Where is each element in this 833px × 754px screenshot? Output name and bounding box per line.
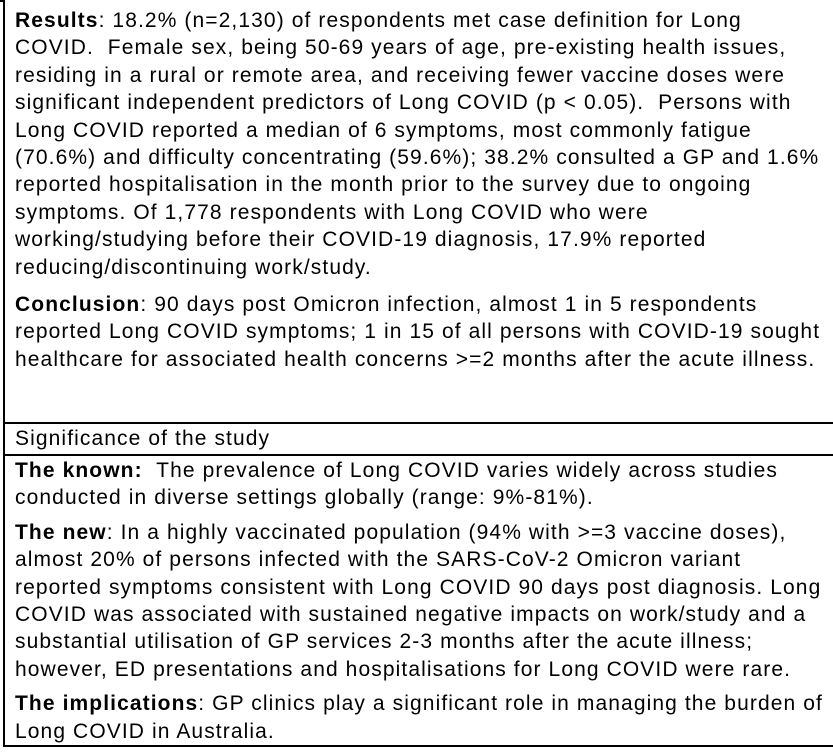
text-line: (70.6%) and difficulty concentrating (59… [15,146,820,170]
paragraph: The implications: GP clinics play a sign… [15,690,831,745]
text-line: The new: In a highly vaccinated populati… [15,520,787,544]
text-line: conducted in diverse settings globally (… [15,486,594,510]
text-line: Conclusion: 90 days post Omicron infecti… [15,293,758,317]
text-line: residing in a rural or remote area, and … [15,63,786,87]
text-line: Long COVID in Australia. [15,719,275,743]
text-line: working/studying before their COVID-19 d… [15,228,707,252]
paragraph: Conclusion: 90 days post Omicron infecti… [15,291,831,373]
text-line: The known: The prevalence of Long COVID … [15,459,778,482]
text-line: significant independent predictors of Lo… [15,91,792,115]
text-line: COVID was associated with sustained nega… [15,603,807,627]
paragraph-label: Results [15,9,99,32]
paragraph-label: The new [15,520,107,544]
abstract-section: Results: 18.2% (n=2,130) of respondents … [5,0,833,424]
significance-body-section: The known: The prevalence of Long COVID … [5,456,833,745]
paragraph-label: Conclusion [15,293,141,317]
text-line: reported Long COVID symptoms; 1 in 15 of… [15,320,821,344]
text-line: Long COVID reported a median of 6 sympto… [15,118,752,142]
text-line: almost 20% of persons infected with the … [15,548,742,572]
paragraph-label: The implications [15,692,199,716]
text-line: The implications: GP clinics play a sign… [15,692,823,716]
paragraph: The known: The prevalence of Long COVID … [15,457,831,512]
paper-abstract-table: Results: 18.2% (n=2,130) of respondents … [3,0,833,747]
text-line: reducing/discontinuing work/study. [15,255,372,279]
paragraph: Results: 18.2% (n=2,130) of respondents … [15,7,831,281]
text-line: however, ED presentations and hospitalis… [15,657,792,681]
paragraph: The new: In a highly vaccinated populati… [15,519,831,683]
text-line: reported hospitalisation in the month pr… [15,173,752,197]
significance-title: Significance of the study [15,427,271,450]
text-line: symptoms. Of 1,778 respondents with Long… [15,200,649,224]
text-line: substantial utilisation of GP services 2… [15,630,754,654]
text-line: COVID. Female sex, being 50-69 years of … [15,36,787,60]
paragraph-label: The known: [15,459,143,482]
significance-header-row: Significance of the study [5,424,833,456]
text-line: reported symptoms consistent with Long C… [15,575,822,599]
text-line: healthcare for associated health concern… [15,347,816,371]
text-line: Results: 18.2% (n=2,130) of respondents … [15,9,742,32]
